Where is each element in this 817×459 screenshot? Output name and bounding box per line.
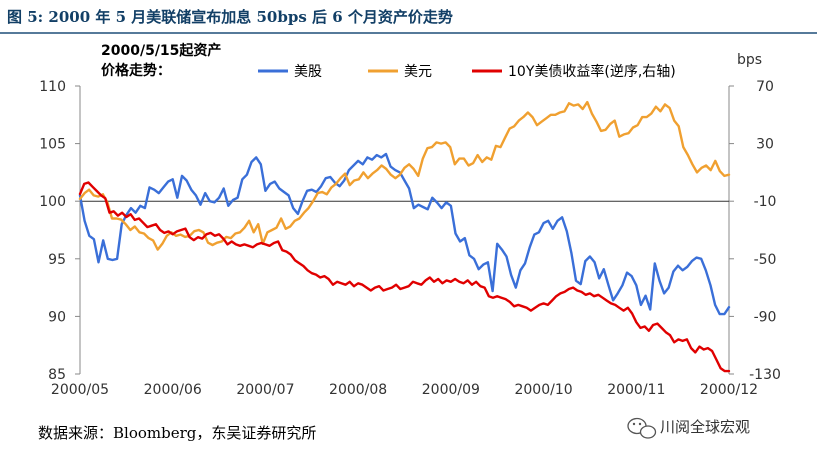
source-note: 数据来源：Bloomberg，东吴证券研究所	[38, 424, 316, 442]
left-axis-tick-label: 100	[39, 194, 66, 210]
right-axis-tick-label: 70	[756, 79, 774, 95]
legend: 美股 美元 10Y美债收益率(逆序,右轴)	[258, 63, 676, 80]
x-axis-tick-label: 2000/07	[236, 382, 294, 398]
left-axis-tick-label: 110	[39, 79, 66, 95]
left-axis-tick-label: 85	[48, 367, 66, 383]
right-axis-tick-label: 30	[756, 137, 774, 153]
figure-title: 图 5: 2000 年 5 月美联储宣布加息 50bps 后 6 个月资产价走势	[7, 8, 453, 26]
right-axis-tick-label: -50	[754, 252, 777, 268]
right-axis-tick-label: -130	[749, 367, 781, 383]
right-axis-tick-label: -90	[754, 309, 777, 325]
x-axis-tick-label: 2000/06	[144, 382, 202, 398]
x-axis-tick-label: 2000/11	[607, 382, 665, 398]
left-axis-tick-label: 90	[48, 309, 66, 325]
legend-label-equity: 美股	[294, 64, 322, 80]
left-axis-tick-label: 105	[39, 137, 66, 153]
legend-label-yield: 10Y美债收益率(逆序,右轴)	[508, 63, 676, 80]
series-line-equity	[78, 152, 731, 316]
legend-label-dollar: 美元	[404, 64, 432, 80]
left-axis-tick-label: 95	[48, 252, 66, 268]
wechat-icon	[627, 417, 657, 439]
right-axis-tick-label: -10	[754, 194, 777, 210]
x-axis-tick-label: 2000/09	[422, 382, 480, 398]
chart-subtitle-line-2: 价格走势：	[101, 62, 171, 79]
x-axis-tick-label: 2000/08	[329, 382, 387, 398]
x-axis-tick-label: 2000/05	[51, 382, 109, 398]
axes: 85 90 95 100 105 110 -130 -90 -50 -10 30 70 2000/05 2…	[39, 79, 781, 398]
chart-subtitle-line-1: 2000/5/15起资产	[101, 42, 221, 59]
series-line-dollar	[78, 100, 731, 251]
right-axis-unit-label: bps	[737, 52, 762, 68]
series-lines	[78, 100, 731, 373]
watermark: 川阅全球宏观	[627, 417, 750, 439]
x-axis-tick-label: 2000/12	[700, 382, 758, 398]
series-line-yield	[78, 181, 731, 373]
watermark-text: 川阅全球宏观	[660, 418, 750, 436]
x-axis-tick-label: 2000/10	[514, 382, 572, 398]
